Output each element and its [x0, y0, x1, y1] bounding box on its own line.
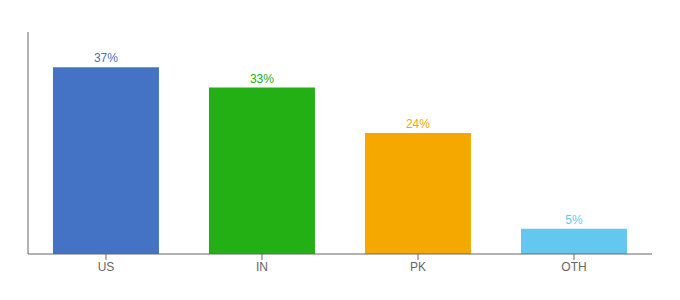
svg-text:OTH: OTH: [561, 260, 586, 274]
svg-text:IN: IN: [256, 260, 268, 274]
svg-text:33%: 33%: [250, 72, 274, 86]
svg-text:5%: 5%: [565, 213, 583, 227]
svg-text:24%: 24%: [406, 117, 430, 131]
svg-text:PK: PK: [410, 260, 426, 274]
svg-text:37%: 37%: [94, 51, 118, 65]
svg-text:US: US: [98, 260, 115, 274]
